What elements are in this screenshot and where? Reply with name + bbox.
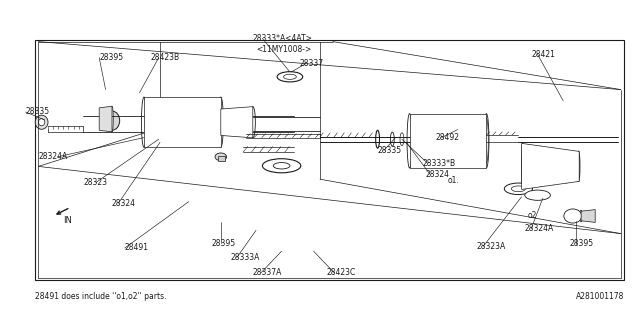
Text: A281001178: A281001178 (575, 292, 624, 301)
Polygon shape (218, 156, 225, 161)
Ellipse shape (141, 97, 147, 148)
Text: 28492: 28492 (435, 133, 460, 142)
Text: IN: IN (63, 216, 72, 225)
Ellipse shape (400, 133, 404, 146)
Ellipse shape (504, 183, 532, 195)
Text: 28333*A<4AT>: 28333*A<4AT> (253, 34, 313, 43)
Ellipse shape (376, 130, 380, 148)
Text: 28491 does include ''o1,o2'' parts.: 28491 does include ''o1,o2'' parts. (35, 292, 166, 301)
Ellipse shape (577, 151, 580, 182)
Ellipse shape (484, 114, 489, 168)
Ellipse shape (527, 144, 529, 188)
Polygon shape (144, 97, 221, 148)
Text: 28421: 28421 (531, 50, 555, 59)
Text: <11MY1008->: <11MY1008-> (256, 45, 311, 54)
Text: 28324: 28324 (426, 170, 450, 179)
Polygon shape (221, 107, 253, 138)
Text: 28395: 28395 (570, 239, 594, 248)
Ellipse shape (407, 114, 412, 168)
Text: o2: o2 (527, 212, 537, 220)
Ellipse shape (165, 132, 175, 140)
Ellipse shape (145, 109, 149, 135)
Ellipse shape (215, 153, 227, 161)
Ellipse shape (153, 118, 163, 126)
Ellipse shape (565, 150, 568, 183)
Ellipse shape (158, 107, 162, 138)
Text: 28333*B: 28333*B (422, 159, 456, 168)
Ellipse shape (440, 135, 456, 146)
Text: 28395: 28395 (99, 53, 124, 62)
Text: 28323A: 28323A (477, 242, 506, 251)
Ellipse shape (218, 97, 223, 148)
Text: 28423B: 28423B (150, 53, 180, 62)
Text: o1.: o1. (448, 176, 460, 185)
Ellipse shape (579, 210, 583, 222)
Polygon shape (522, 143, 579, 189)
Text: 28333A: 28333A (230, 253, 260, 262)
Ellipse shape (525, 190, 550, 200)
Text: 28423C: 28423C (326, 268, 356, 277)
Ellipse shape (277, 72, 303, 82)
Ellipse shape (35, 115, 48, 129)
Polygon shape (410, 114, 486, 168)
Polygon shape (581, 210, 595, 222)
Ellipse shape (484, 118, 488, 163)
Ellipse shape (284, 74, 296, 79)
Ellipse shape (273, 163, 290, 169)
Ellipse shape (552, 148, 555, 185)
Ellipse shape (162, 109, 203, 135)
Bar (35, 40, 624, 280)
Ellipse shape (390, 132, 394, 146)
Ellipse shape (262, 159, 301, 173)
Text: 28491: 28491 (125, 244, 149, 252)
Ellipse shape (189, 105, 200, 113)
Ellipse shape (431, 129, 465, 153)
Ellipse shape (111, 106, 113, 132)
Ellipse shape (104, 111, 120, 130)
Text: 28395: 28395 (211, 239, 236, 248)
Text: 28335: 28335 (378, 146, 402, 155)
Text: 28323: 28323 (83, 178, 108, 187)
Ellipse shape (173, 116, 192, 128)
Text: 28335: 28335 (26, 108, 50, 116)
Ellipse shape (165, 105, 175, 113)
Ellipse shape (189, 132, 200, 140)
Text: 28324: 28324 (112, 199, 136, 208)
Ellipse shape (421, 122, 475, 160)
Text: 28337: 28337 (300, 60, 324, 68)
Ellipse shape (38, 119, 45, 126)
Ellipse shape (522, 144, 524, 189)
Polygon shape (99, 106, 112, 132)
Ellipse shape (511, 186, 525, 192)
Text: 28324A: 28324A (38, 152, 68, 161)
Ellipse shape (202, 118, 212, 126)
Ellipse shape (540, 146, 542, 187)
Text: 28337A: 28337A (253, 268, 282, 277)
Ellipse shape (250, 107, 255, 138)
Text: 28324A: 28324A (525, 224, 554, 233)
Ellipse shape (564, 209, 582, 223)
Ellipse shape (151, 102, 214, 143)
